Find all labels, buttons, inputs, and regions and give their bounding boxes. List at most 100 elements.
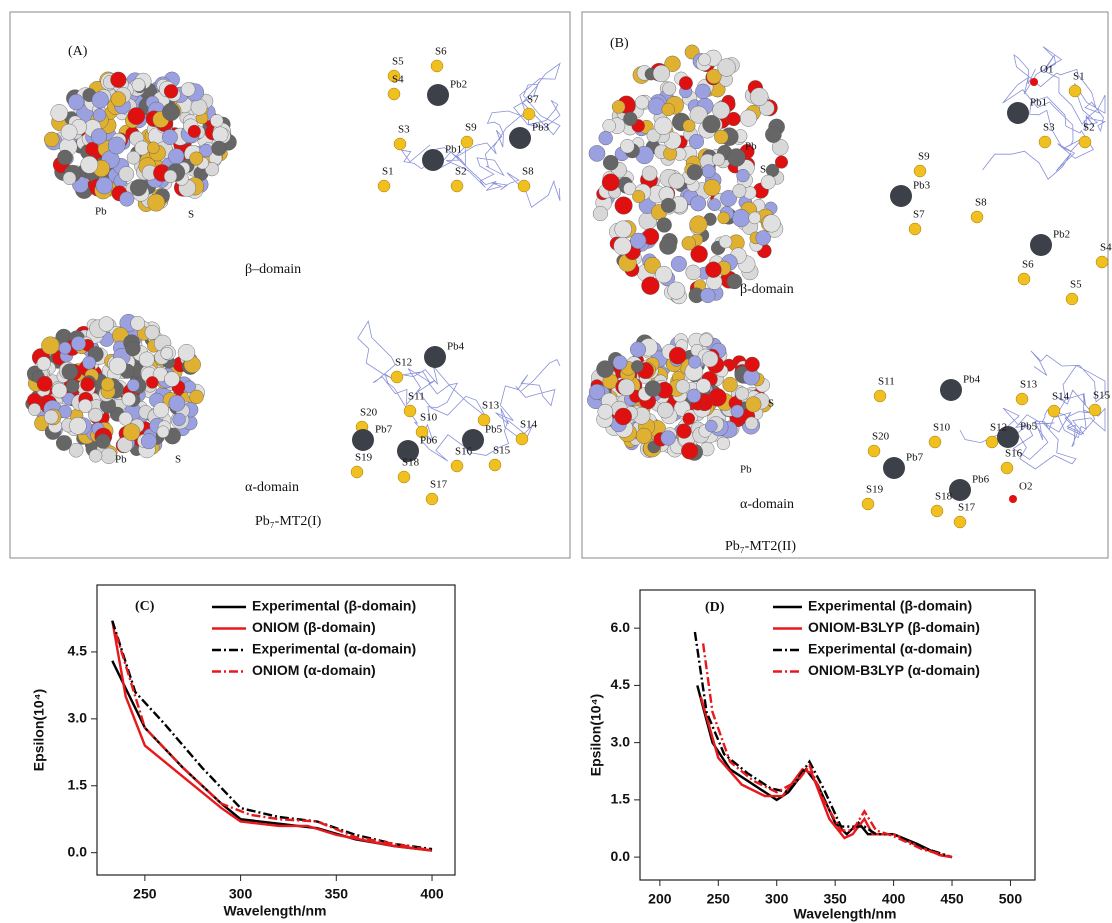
atom-sphere <box>118 411 133 426</box>
panel-frame <box>581 11 1109 559</box>
atom-sphere <box>130 179 147 197</box>
atom-sphere <box>714 129 729 145</box>
atom-sphere <box>641 165 658 182</box>
atom-sphere <box>712 101 730 120</box>
atom-label: S3 <box>1043 122 1055 134</box>
series-line <box>114 633 433 852</box>
atom-sphere <box>187 124 201 138</box>
atom-sphere <box>119 191 135 207</box>
x-tick-label: 350 <box>823 891 847 907</box>
atom-label: Pb6 <box>972 474 990 486</box>
atom-sphere <box>95 176 113 195</box>
s-atom <box>425 492 439 506</box>
s-atom <box>415 425 429 439</box>
atom-label: S11 <box>878 376 895 388</box>
atom-label: S1 <box>382 166 394 178</box>
atom-label: S11 <box>408 391 425 403</box>
atom-label: S19 <box>866 484 884 496</box>
atom-label: S5 <box>392 56 404 68</box>
x-tick-label: 300 <box>765 891 789 907</box>
atom-sphere <box>620 138 635 154</box>
atom-sphere <box>689 215 708 234</box>
atom-sphere <box>36 356 51 371</box>
s-atom <box>387 69 401 83</box>
atom-label: S12 <box>395 357 412 369</box>
s-atom <box>953 515 967 529</box>
pb-atom <box>1007 102 1029 124</box>
atom-label: S1 <box>1073 71 1085 83</box>
atom-sphere <box>146 376 159 389</box>
atom-sphere <box>726 273 743 290</box>
chart-title: (D) <box>705 600 725 615</box>
atom-sphere <box>612 355 628 370</box>
panel-caption: Pb₇-MT2(II) <box>725 539 796 554</box>
atom-sphere <box>755 230 771 246</box>
atom-sphere <box>644 256 661 274</box>
atom-sphere <box>71 336 86 351</box>
atom-sphere <box>726 111 741 127</box>
atom-sphere <box>41 336 60 355</box>
atom-sphere <box>78 398 93 413</box>
atom-sphere <box>719 235 733 249</box>
plot-frame <box>639 589 1036 881</box>
atom-sphere <box>50 104 68 122</box>
atom-sphere <box>775 155 788 169</box>
pb-atom <box>940 379 962 401</box>
atom-label: S18 <box>935 491 953 503</box>
atom-sphere <box>644 380 662 397</box>
atom-sphere <box>744 416 759 430</box>
x-tick-label: 350 <box>325 886 349 902</box>
atom-label: S2 <box>455 166 467 178</box>
atom-sphere <box>657 401 674 419</box>
atom-sphere <box>602 154 619 171</box>
atom-sphere <box>60 123 78 141</box>
y-tick-label: 4.5 <box>611 676 631 692</box>
atom-label: Pb3 <box>913 180 931 192</box>
pb-atom <box>427 84 449 106</box>
atom-sphere <box>727 148 746 167</box>
s-atom <box>861 497 875 511</box>
atom-sphere <box>689 105 708 124</box>
backbone <box>400 62 561 208</box>
atom-sphere <box>65 379 80 393</box>
atom-label: Pb <box>95 206 107 218</box>
s-atom <box>867 444 881 458</box>
atom-sphere <box>28 403 42 416</box>
atom-sphere <box>695 83 711 100</box>
atom-sphere <box>690 195 707 212</box>
s-atom <box>1068 84 1082 98</box>
atom-sphere <box>614 407 632 426</box>
atom-sphere <box>706 68 722 84</box>
atom-label: Pb <box>740 464 752 476</box>
atom-label: Pb4 <box>447 341 465 353</box>
atom-label: O2 <box>1019 481 1032 493</box>
atom-sphere <box>190 98 208 116</box>
atom-sphere <box>80 377 95 392</box>
y-tick-label: 1.5 <box>611 791 631 807</box>
atom-sphere <box>690 245 708 263</box>
atom-sphere <box>588 383 605 400</box>
atom-sphere <box>661 102 675 117</box>
backbone <box>959 350 1106 470</box>
atom-sphere <box>682 119 696 133</box>
atom-sphere <box>711 152 725 167</box>
atom-sphere <box>676 423 692 439</box>
s-atom <box>515 432 529 446</box>
pb-atom <box>424 346 446 368</box>
atom-label: Pb2 <box>450 79 467 91</box>
atom-sphere <box>762 214 781 233</box>
atom-sphere <box>62 171 77 185</box>
atom-sphere <box>716 436 731 451</box>
atom-sphere <box>127 107 146 125</box>
atom-sphere <box>100 377 115 392</box>
s-atom <box>390 370 404 384</box>
atom-sphere <box>696 378 711 394</box>
atom-sphere <box>630 232 647 250</box>
pb-atom <box>352 429 374 451</box>
atom-label: S17 <box>958 502 976 514</box>
x-tick-label: 300 <box>229 886 253 902</box>
atom-label: Pb2 <box>1053 229 1070 241</box>
atom-sphere <box>632 190 646 203</box>
atom-sphere <box>601 173 620 192</box>
y-axis-label: Epsilon(10⁴) <box>588 694 604 776</box>
